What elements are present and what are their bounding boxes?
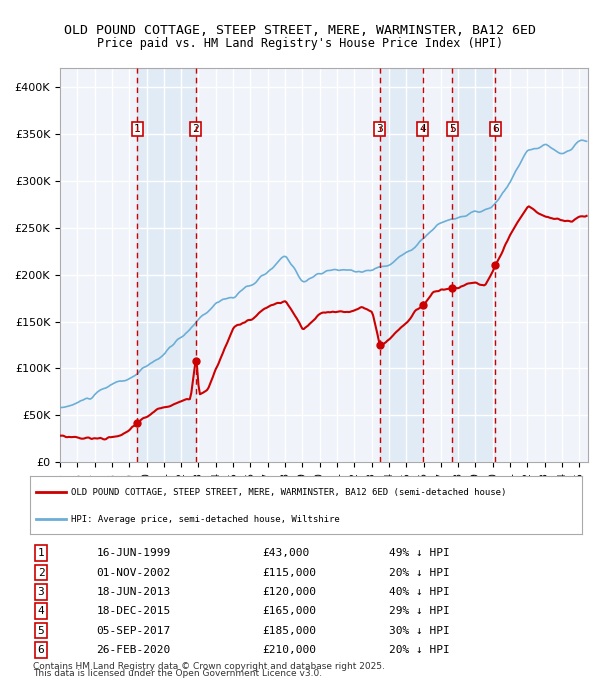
- Text: 05-SEP-2017: 05-SEP-2017: [96, 626, 170, 636]
- Text: 2: 2: [38, 568, 44, 577]
- Text: Contains HM Land Registry data © Crown copyright and database right 2025.: Contains HM Land Registry data © Crown c…: [33, 662, 385, 671]
- Text: 4: 4: [38, 607, 44, 616]
- Text: 40% ↓ HPI: 40% ↓ HPI: [389, 587, 449, 597]
- Text: £165,000: £165,000: [262, 607, 316, 616]
- Text: 6: 6: [492, 124, 499, 134]
- Bar: [452, 68, 496, 462]
- Text: 20% ↓ HPI: 20% ↓ HPI: [389, 645, 449, 655]
- Text: 49% ↓ HPI: 49% ↓ HPI: [389, 548, 449, 558]
- Text: 01-NOV-2002: 01-NOV-2002: [96, 568, 170, 577]
- Text: £115,000: £115,000: [262, 568, 316, 577]
- Text: 3: 3: [38, 587, 44, 597]
- Text: 1: 1: [134, 124, 140, 134]
- Text: 20% ↓ HPI: 20% ↓ HPI: [389, 568, 449, 577]
- Text: 5: 5: [449, 124, 456, 134]
- Bar: [380, 68, 423, 462]
- Text: 29% ↓ HPI: 29% ↓ HPI: [389, 607, 449, 616]
- Text: £120,000: £120,000: [262, 587, 316, 597]
- Text: 26-FEB-2020: 26-FEB-2020: [96, 645, 170, 655]
- Text: 30% ↓ HPI: 30% ↓ HPI: [389, 626, 449, 636]
- Text: 4: 4: [419, 124, 426, 134]
- Text: HPI: Average price, semi-detached house, Wiltshire: HPI: Average price, semi-detached house,…: [71, 515, 340, 524]
- Text: 1: 1: [38, 548, 44, 558]
- Text: £210,000: £210,000: [262, 645, 316, 655]
- Text: 5: 5: [38, 626, 44, 636]
- Bar: [137, 68, 196, 462]
- Text: £43,000: £43,000: [262, 548, 309, 558]
- Text: 18-DEC-2015: 18-DEC-2015: [96, 607, 170, 616]
- Text: Price paid vs. HM Land Registry's House Price Index (HPI): Price paid vs. HM Land Registry's House …: [97, 37, 503, 50]
- Text: This data is licensed under the Open Government Licence v3.0.: This data is licensed under the Open Gov…: [33, 669, 322, 678]
- Text: OLD POUND COTTAGE, STEEP STREET, MERE, WARMINSTER, BA12 6ED (semi-detached house: OLD POUND COTTAGE, STEEP STREET, MERE, W…: [71, 488, 507, 496]
- Text: OLD POUND COTTAGE, STEEP STREET, MERE, WARMINSTER, BA12 6ED: OLD POUND COTTAGE, STEEP STREET, MERE, W…: [64, 24, 536, 37]
- Text: 6: 6: [38, 645, 44, 655]
- Text: 18-JUN-2013: 18-JUN-2013: [96, 587, 170, 597]
- Text: 2: 2: [192, 124, 199, 134]
- Text: £185,000: £185,000: [262, 626, 316, 636]
- Text: 16-JUN-1999: 16-JUN-1999: [96, 548, 170, 558]
- Text: 3: 3: [376, 124, 383, 134]
